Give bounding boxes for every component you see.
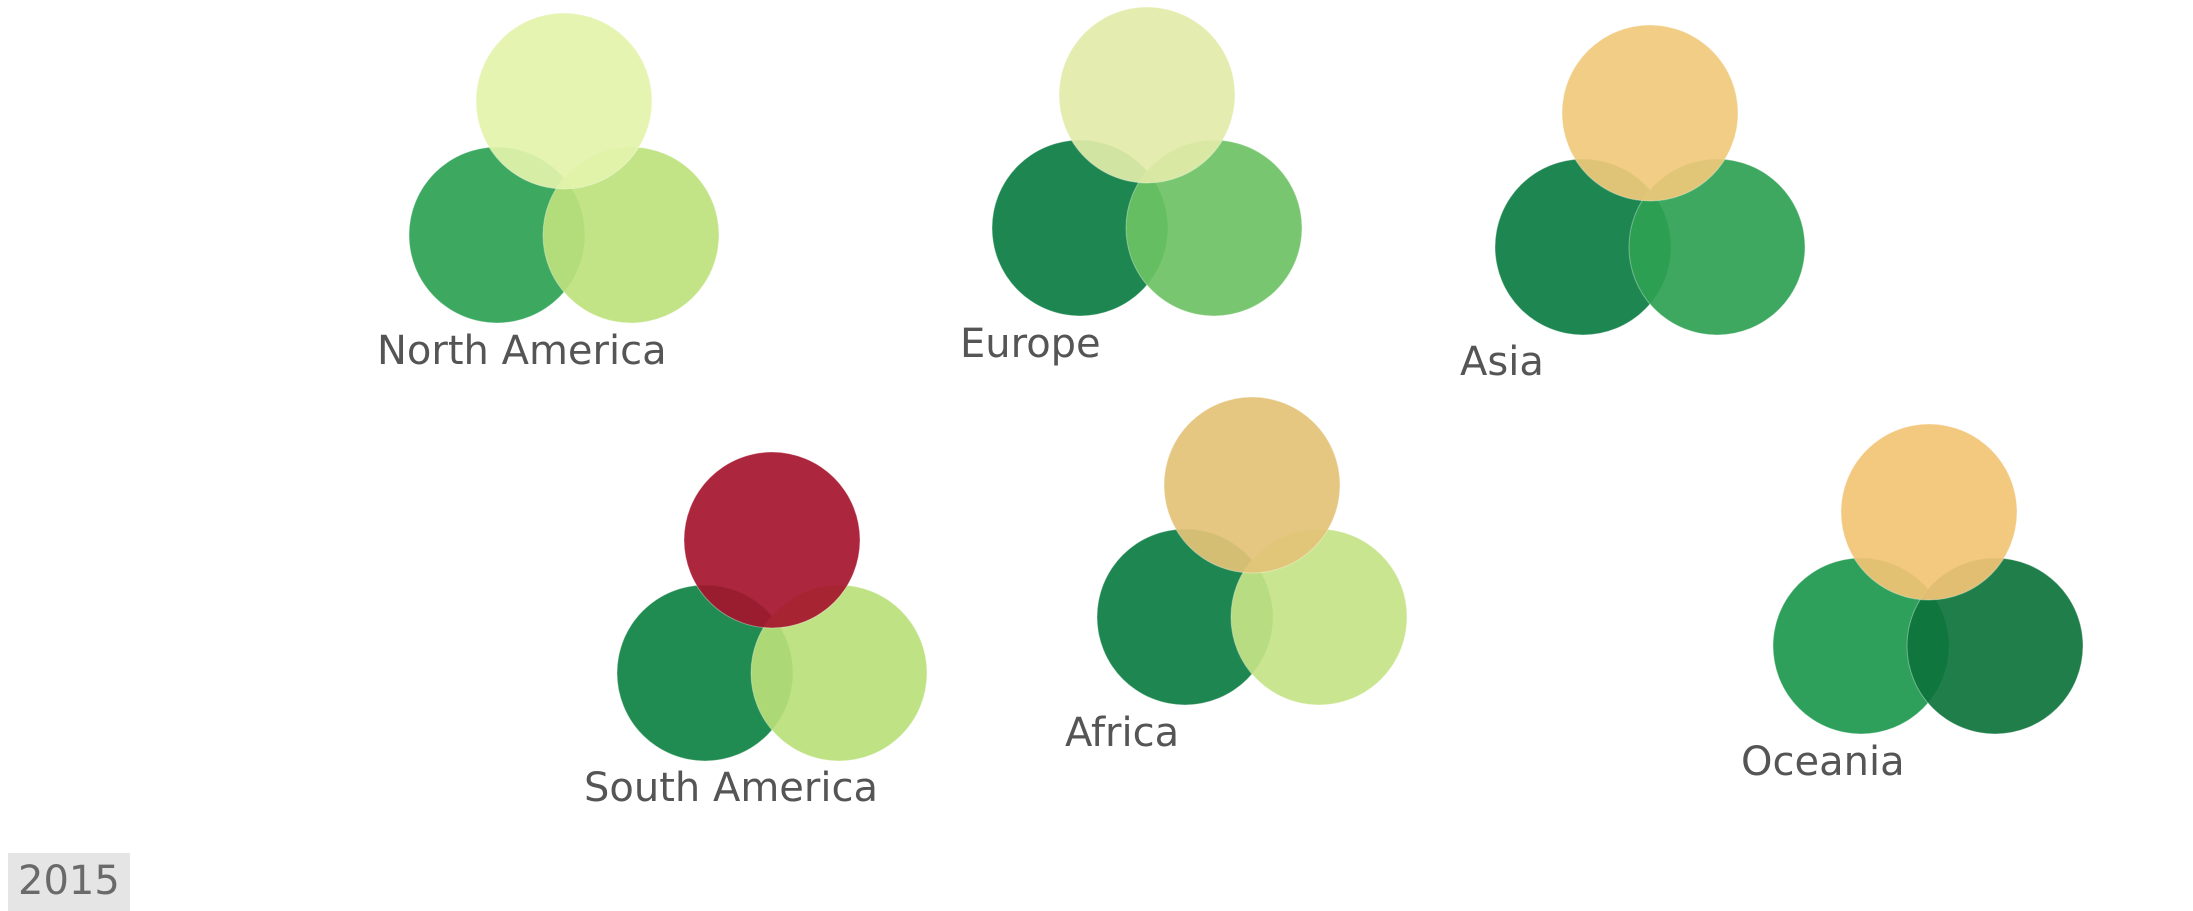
africa-circle-top — [1163, 396, 1341, 574]
glyph-group-asia: Asia — [1460, 24, 1806, 385]
oceania-circle-top — [1840, 423, 2018, 601]
region-label-asia: Asia — [1460, 339, 1544, 385]
asia-circle-top — [1561, 24, 1739, 202]
glyph-group-europe: Europe — [960, 6, 1303, 367]
europe-circle-top — [1058, 6, 1236, 184]
glyph-group-africa: Africa — [1065, 396, 1408, 756]
region-label-europe: Europe — [960, 321, 1101, 367]
year-badge: 2015 — [8, 853, 130, 911]
glyph-group-oceania: Oceania — [1741, 423, 2084, 785]
north-america-circle-top — [475, 12, 653, 190]
region-label-oceania: Oceania — [1741, 739, 1905, 785]
south-america-circle-top — [683, 451, 861, 629]
region-label-south-america: South America — [584, 765, 878, 811]
region-label-africa: Africa — [1065, 710, 1179, 756]
glyph-group-north-america: North America — [377, 12, 720, 374]
glyph-group-south-america: South America — [584, 451, 928, 811]
region-label-north-america: North America — [377, 328, 667, 374]
